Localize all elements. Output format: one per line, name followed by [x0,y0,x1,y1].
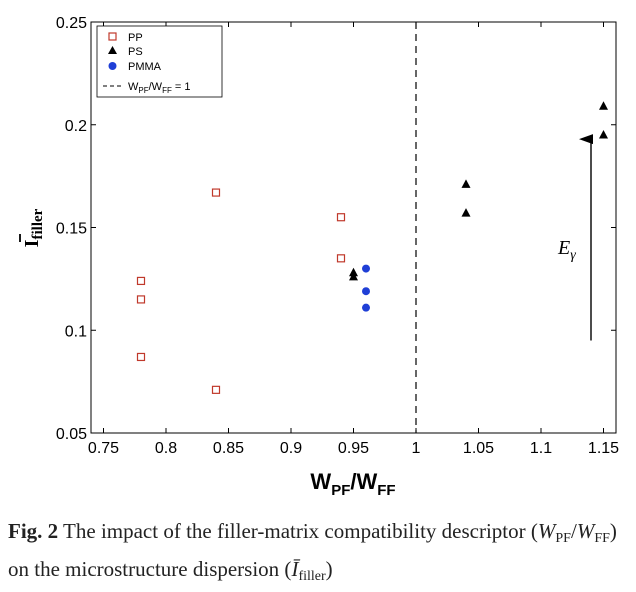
caption-text-b: ) on the microstructure dispersion ( [8,519,617,581]
legend-marker-pmma [108,62,117,70]
x-tick-label: 0.8 [155,440,177,457]
y-axis-label-sub: filler [30,208,46,239]
caption-label: Fig. 2 [8,519,59,543]
caption-text-c: ) [325,557,333,581]
caption-sub-ff: FF [594,531,610,546]
x-tick-label: 0.75 [88,440,119,457]
caption-sub-filler: filler [298,569,326,584]
legend-label-pp: PP [128,32,143,44]
x-tick-label: 0.95 [338,440,369,457]
y-tick-label: 0.25 [56,15,87,32]
data-point-pp [136,352,146,362]
data-point-pp [336,213,346,222]
y-axis-label: Ifiller [19,208,46,247]
data-point-pp [136,295,146,304]
caption-sub-pf: PF [555,531,571,546]
x-tick-label: 1.05 [463,440,494,457]
x-axis-label-sub2: FF [377,482,395,499]
y-tick-label: 0.05 [56,426,87,443]
legend-refline-main: W [128,81,139,93]
y-tick-label: 0.15 [56,221,87,238]
y-axis-label-text: Ifiller [21,208,46,247]
data-point-ps [599,101,608,110]
x-tick-label: 1 [412,440,421,457]
y-tick-labels: 0.05 0.1 0.15 0.2 0.25 [56,15,87,443]
data-point-ps [599,130,608,139]
legend-refline-tail: = 1 [172,81,191,93]
caption-symbol-w2: W [576,519,595,543]
data-point-pp [136,276,146,286]
x-axis-label: WPF/WFF [310,469,395,499]
data-point-pmma [362,264,370,273]
annotation-label-main: E [557,237,570,259]
y-tick-label: 0.2 [65,118,87,135]
x-tick-label: 0.85 [213,440,244,457]
axis-ticks [91,21,616,434]
legend-label-refline: WPF/WFF = 1 [128,81,191,95]
x-tick-labels: 0.75 0.8 0.85 0.9 0.95 1 1.05 1.1 1.15 [88,440,619,457]
data-point-pp [211,188,221,197]
legend-refline-sub2: FF [162,86,172,95]
data-point-ps [461,208,471,217]
legend-marker-ps [108,46,117,54]
legend-label-ps: PS [128,46,143,58]
x-axis-label-slash: /W [350,469,377,494]
data-point-ps [349,271,358,281]
legend-refline-sub1: PF [138,86,148,95]
data-points [136,101,608,394]
data-point-pmma [362,287,370,296]
legend: PP PS PMMA WPF/WFF = 1 [96,25,223,98]
figure-caption: Fig. 2 The impact of the filler-matrix c… [8,516,628,592]
x-tick-label: 1.1 [530,440,552,457]
data-point-pp [336,254,346,263]
data-point-pp [211,385,221,394]
caption-symbol-w: W [537,519,556,543]
y-tick-label: 0.1 [65,323,87,340]
annotation-label-sub: γ [570,248,576,263]
x-tick-label: 1.15 [588,440,619,457]
legend-refline-slash: /W [149,81,163,93]
x-tick-label: 0.9 [280,440,302,457]
data-point-ps [461,179,471,188]
y-axis-label-main: I [21,239,43,247]
scatter-chart: 0.75 0.8 0.85 0.9 0.95 1 1.05 1.1 1.15 0.050.10.… [19,15,619,499]
x-axis-label-main: W [310,469,331,494]
legend-box [96,25,223,98]
x-axis-label-sub1: PF [331,482,350,499]
caption-text-a: The impact of the filler-matrix compatib… [58,519,538,543]
legend-label-pmma: PMMA [128,61,162,73]
data-point-pmma [362,303,370,312]
caption-slash: / [570,519,577,543]
caption-symbol-i: Ī [291,557,299,581]
legend-marker-pp [108,32,117,41]
annotation-label: Eγ [557,237,576,263]
